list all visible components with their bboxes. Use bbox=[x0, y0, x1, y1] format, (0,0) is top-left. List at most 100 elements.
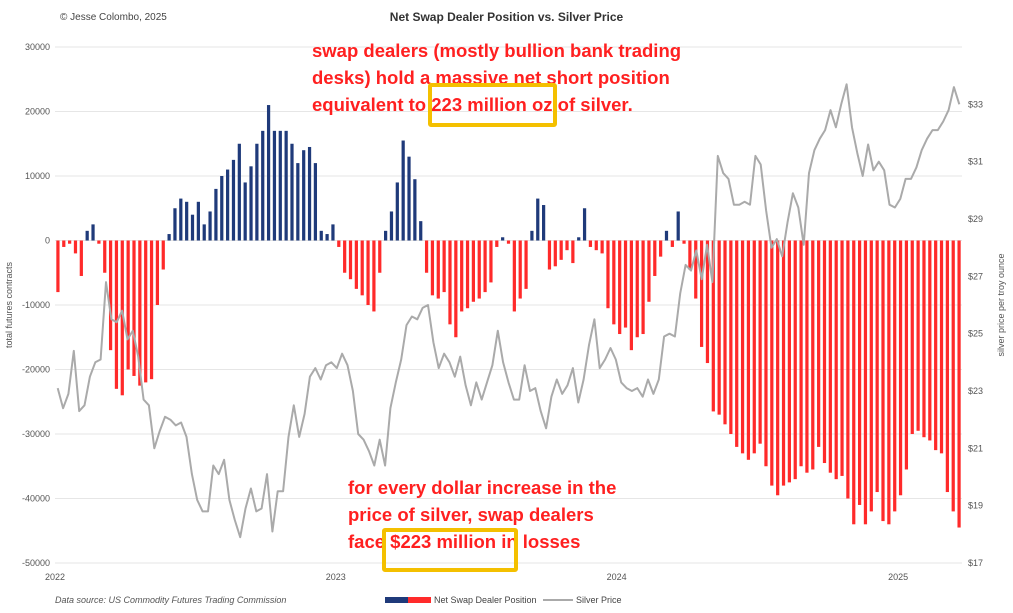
position-bar bbox=[220, 176, 224, 241]
position-bar bbox=[190, 214, 195, 241]
position-bar bbox=[62, 240, 66, 247]
position-bar bbox=[384, 230, 388, 241]
annotation-top: swap dealers (mostly bullion bank tradin… bbox=[312, 37, 681, 118]
y-right-axis-title: silver price per troy ounce bbox=[996, 253, 1006, 356]
position-bar bbox=[343, 240, 347, 273]
position-bar bbox=[817, 240, 821, 447]
position-bar bbox=[776, 240, 780, 496]
annotation-bottom-line: for every dollar increase in the bbox=[348, 477, 617, 498]
position-bar bbox=[957, 240, 961, 528]
position-bar bbox=[705, 240, 710, 364]
position-bar bbox=[389, 211, 394, 241]
y-left-tick-label: -50000 bbox=[22, 558, 50, 568]
position-bar bbox=[208, 211, 212, 241]
position-bar bbox=[805, 240, 809, 473]
position-bar bbox=[612, 240, 616, 325]
position-bar bbox=[875, 240, 879, 493]
axis-labels: 30000 20000 10000 0 -10000 -20000 -30000 -40000… bbox=[4, 42, 1006, 582]
y-left-tick-label: 20000 bbox=[25, 107, 50, 117]
position-bar bbox=[623, 240, 628, 328]
highlight-box-top bbox=[428, 83, 557, 127]
position-bar bbox=[530, 230, 534, 241]
position-bar bbox=[670, 240, 674, 247]
position-bar bbox=[723, 240, 727, 425]
y-right-tick-label: $33 bbox=[968, 99, 983, 109]
highlight-box-bottom bbox=[382, 528, 518, 572]
position-bar bbox=[518, 240, 522, 299]
position-bar bbox=[471, 240, 475, 302]
legend-line-label: Silver Price bbox=[576, 595, 622, 605]
position-bar bbox=[793, 240, 797, 480]
source-note: Data source: US Commodity Futures Tradin… bbox=[55, 595, 287, 605]
y-left-tick-label: -30000 bbox=[22, 429, 50, 439]
position-bar bbox=[372, 240, 376, 312]
position-bar bbox=[928, 240, 932, 441]
price-line-series bbox=[56, 83, 961, 539]
position-bar bbox=[945, 240, 949, 493]
position-bar bbox=[910, 240, 914, 434]
y-right-tick-label: $17 bbox=[968, 558, 983, 568]
position-bar bbox=[857, 240, 862, 505]
position-bar bbox=[881, 240, 885, 522]
position-bar bbox=[465, 240, 470, 309]
x-tick-label: 2022 bbox=[45, 572, 65, 582]
position-bar bbox=[413, 179, 417, 241]
position-bar bbox=[167, 234, 171, 241]
position-bar bbox=[237, 143, 241, 241]
y-right-tick-label: $25 bbox=[968, 329, 983, 339]
y-right-tick-label: $27 bbox=[968, 271, 983, 281]
position-bar bbox=[547, 240, 552, 270]
position-bar bbox=[407, 156, 411, 241]
position-bar bbox=[770, 240, 774, 486]
position-bar bbox=[588, 240, 593, 247]
position-bar bbox=[196, 201, 200, 241]
position-bar bbox=[226, 169, 230, 241]
position-bar bbox=[138, 240, 142, 386]
position-bar bbox=[916, 240, 920, 431]
position-bar bbox=[699, 240, 704, 347]
position-bar bbox=[951, 240, 955, 512]
position-bar bbox=[319, 230, 323, 241]
position-bar bbox=[711, 240, 715, 412]
position-bar bbox=[934, 240, 938, 451]
position-bar bbox=[840, 240, 844, 476]
position-bar bbox=[659, 240, 663, 257]
y-left-tick-label: -40000 bbox=[22, 494, 50, 504]
position-bar bbox=[401, 140, 405, 241]
position-bar bbox=[565, 240, 569, 251]
position-bar bbox=[834, 240, 838, 480]
y-right-tick-label: $23 bbox=[968, 386, 983, 396]
position-bar bbox=[243, 182, 247, 241]
position-bar bbox=[120, 240, 124, 396]
position-bar bbox=[600, 240, 604, 254]
legend-bar-swatch bbox=[385, 597, 431, 603]
position-bar bbox=[354, 240, 358, 289]
position-bar bbox=[635, 240, 639, 338]
position-bar bbox=[787, 240, 791, 483]
position-bar bbox=[495, 240, 499, 247]
position-bar bbox=[893, 240, 897, 512]
position-bar bbox=[799, 240, 803, 467]
position-bar bbox=[360, 240, 364, 296]
y-right-tick-label: $19 bbox=[968, 501, 983, 511]
position-bar bbox=[869, 240, 873, 512]
position-bar bbox=[740, 240, 745, 454]
position-bar bbox=[477, 240, 481, 299]
position-bar bbox=[781, 240, 786, 486]
position-bar bbox=[255, 143, 259, 241]
position-bar bbox=[132, 240, 136, 376]
position-bar bbox=[559, 240, 563, 260]
position-bar bbox=[729, 240, 733, 434]
position-bar bbox=[460, 240, 464, 312]
position-bar bbox=[536, 198, 540, 241]
y-left-tick-label: 0 bbox=[45, 236, 50, 246]
grid-lines bbox=[55, 46, 962, 564]
x-tick-label: 2025 bbox=[888, 572, 908, 582]
position-bar bbox=[331, 224, 335, 241]
position-bar bbox=[501, 237, 505, 241]
position-bar bbox=[717, 240, 721, 415]
position-bar bbox=[261, 130, 265, 241]
position-bar bbox=[302, 150, 306, 241]
position-bar bbox=[752, 240, 756, 454]
position-bar bbox=[436, 240, 440, 299]
